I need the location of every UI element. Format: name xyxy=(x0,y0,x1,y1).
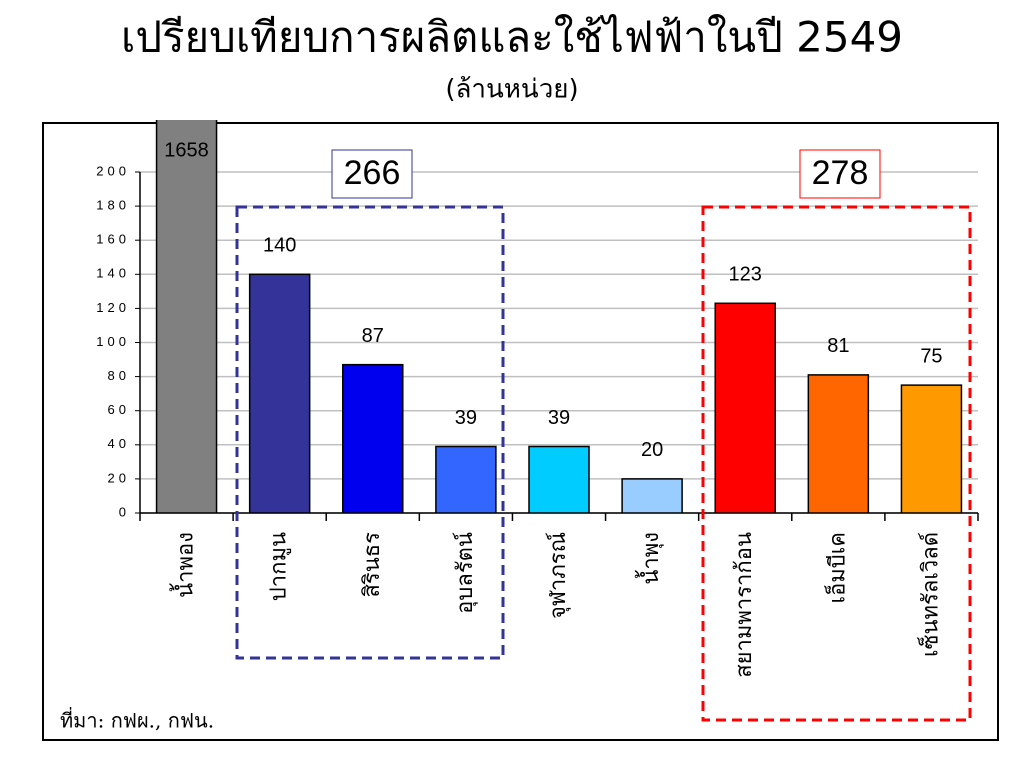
value-label: 75 xyxy=(920,345,942,367)
group-box xyxy=(701,205,972,722)
y-tick-label: 140 xyxy=(96,266,130,281)
y-tick-label: 160 xyxy=(96,232,130,247)
y-tick-label: 180 xyxy=(96,198,130,213)
bar xyxy=(621,478,683,513)
value-label: 39 xyxy=(455,407,477,429)
bar xyxy=(435,445,497,513)
value-label: 1658 xyxy=(164,139,209,161)
value-label: 39 xyxy=(548,407,570,429)
value-label: 87 xyxy=(362,325,384,347)
chart-title: เปรียบเทียบการผลิตและใช้ไฟฟ้าในปี 2549 xyxy=(121,13,903,62)
value-label: 123 xyxy=(729,264,762,286)
x-tick-label: สิรินธร xyxy=(360,532,385,598)
annotation-box xyxy=(799,149,881,199)
bar xyxy=(714,302,776,513)
x-tick-label: สยามพาราก้อน xyxy=(732,532,757,678)
y-tick-label: 40 xyxy=(108,436,130,451)
annotation: 278 xyxy=(812,154,869,192)
x-tick-label: ปากมูน xyxy=(267,532,292,601)
y-tick-label: 60 xyxy=(108,402,130,417)
bar xyxy=(155,120,218,513)
x-tick-label: อุบลรัตน์ xyxy=(453,532,478,614)
x-tick-label: น้ำพุง xyxy=(635,532,664,585)
x-tick-label: เอ็มบีเค xyxy=(822,532,850,603)
annotation-box xyxy=(331,149,413,199)
x-tick-label: เซ็นทรัลเวิลด์ xyxy=(915,532,943,657)
value-label: 140 xyxy=(263,235,296,257)
group-box xyxy=(235,205,505,660)
bar xyxy=(248,273,311,513)
bar xyxy=(342,363,404,513)
y-tick-label: 20 xyxy=(108,470,130,485)
x-tick-label: น้ำพอง xyxy=(170,532,199,598)
chart-subtitle: (ล้านหน่วย) xyxy=(445,75,578,105)
bar xyxy=(528,445,590,513)
value-label: 81 xyxy=(827,335,849,357)
bar xyxy=(900,384,963,513)
bar xyxy=(807,374,870,513)
chart-frame xyxy=(42,122,999,741)
plot-area xyxy=(155,120,963,513)
y-tick-label: 120 xyxy=(96,300,130,315)
y-tick-label: 200 xyxy=(96,163,130,178)
y-tick-label: 0 xyxy=(119,504,130,519)
y-tick-label: 100 xyxy=(96,334,130,349)
annotation: 266 xyxy=(344,154,401,192)
x-tick-label: จุฬาภรณ์ xyxy=(546,532,571,619)
source-note: ที่มา: กฟผ., กฟน. xyxy=(60,707,214,733)
y-tick-label: 80 xyxy=(108,368,130,383)
value-label: 20 xyxy=(641,439,663,461)
